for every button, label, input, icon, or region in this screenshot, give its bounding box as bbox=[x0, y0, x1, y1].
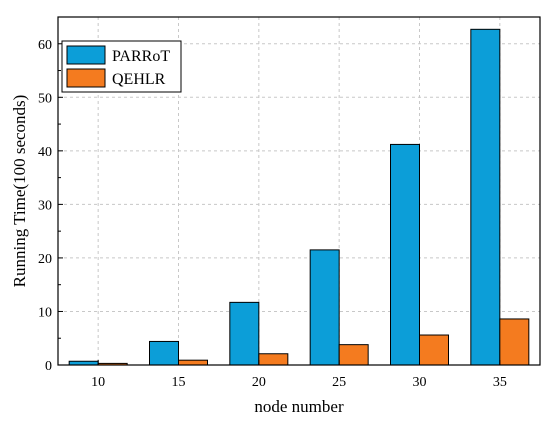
x-tick-label: 35 bbox=[493, 375, 507, 390]
legend-swatch-qehlr bbox=[66, 68, 106, 88]
x-tick-label: 20 bbox=[252, 375, 266, 390]
bar-qehlr-25 bbox=[338, 344, 369, 366]
y-tick-label: 40 bbox=[38, 145, 52, 160]
y-tick-label: 20 bbox=[38, 252, 52, 267]
bar-qehlr-35 bbox=[499, 318, 530, 366]
bar-qehlr-20 bbox=[258, 353, 289, 366]
y-tick-label: 0 bbox=[45, 359, 52, 374]
x-tick-label: 25 bbox=[332, 375, 346, 390]
x-tick-label: 30 bbox=[413, 375, 427, 390]
x-axis-title: node number bbox=[254, 397, 344, 416]
legend-swatch-parrot bbox=[66, 45, 106, 65]
x-tick-label: 15 bbox=[172, 375, 186, 390]
y-tick-label: 60 bbox=[38, 38, 52, 53]
grid-lines bbox=[58, 17, 540, 365]
y-tick-label: 10 bbox=[38, 305, 52, 320]
y-axis-title: Running Time(100 seconds) bbox=[10, 95, 29, 288]
bar-qehlr-15 bbox=[178, 359, 208, 366]
bar-parrot-35 bbox=[470, 28, 501, 366]
bar-parrot-15 bbox=[149, 340, 179, 366]
legend-label-qehlr: QEHLR bbox=[112, 71, 166, 88]
y-tick-label: 50 bbox=[38, 91, 52, 106]
axis-ticks: 0 10 20 30 40 50 60 10 15 20 25 30 35 bbox=[38, 38, 507, 390]
bars bbox=[68, 28, 530, 366]
bar-parrot-30 bbox=[390, 143, 420, 366]
y-tick-label: 30 bbox=[38, 198, 52, 213]
bar-qehlr-30 bbox=[419, 334, 449, 366]
bar-parrot-25 bbox=[309, 249, 340, 366]
legend: PARRoT QEHLR bbox=[61, 40, 182, 93]
x-tick-label: 10 bbox=[91, 375, 105, 390]
legend-label-parrot: PARRoT bbox=[112, 48, 170, 65]
bar-parrot-20 bbox=[229, 301, 260, 366]
plot-frame bbox=[57, 16, 541, 366]
